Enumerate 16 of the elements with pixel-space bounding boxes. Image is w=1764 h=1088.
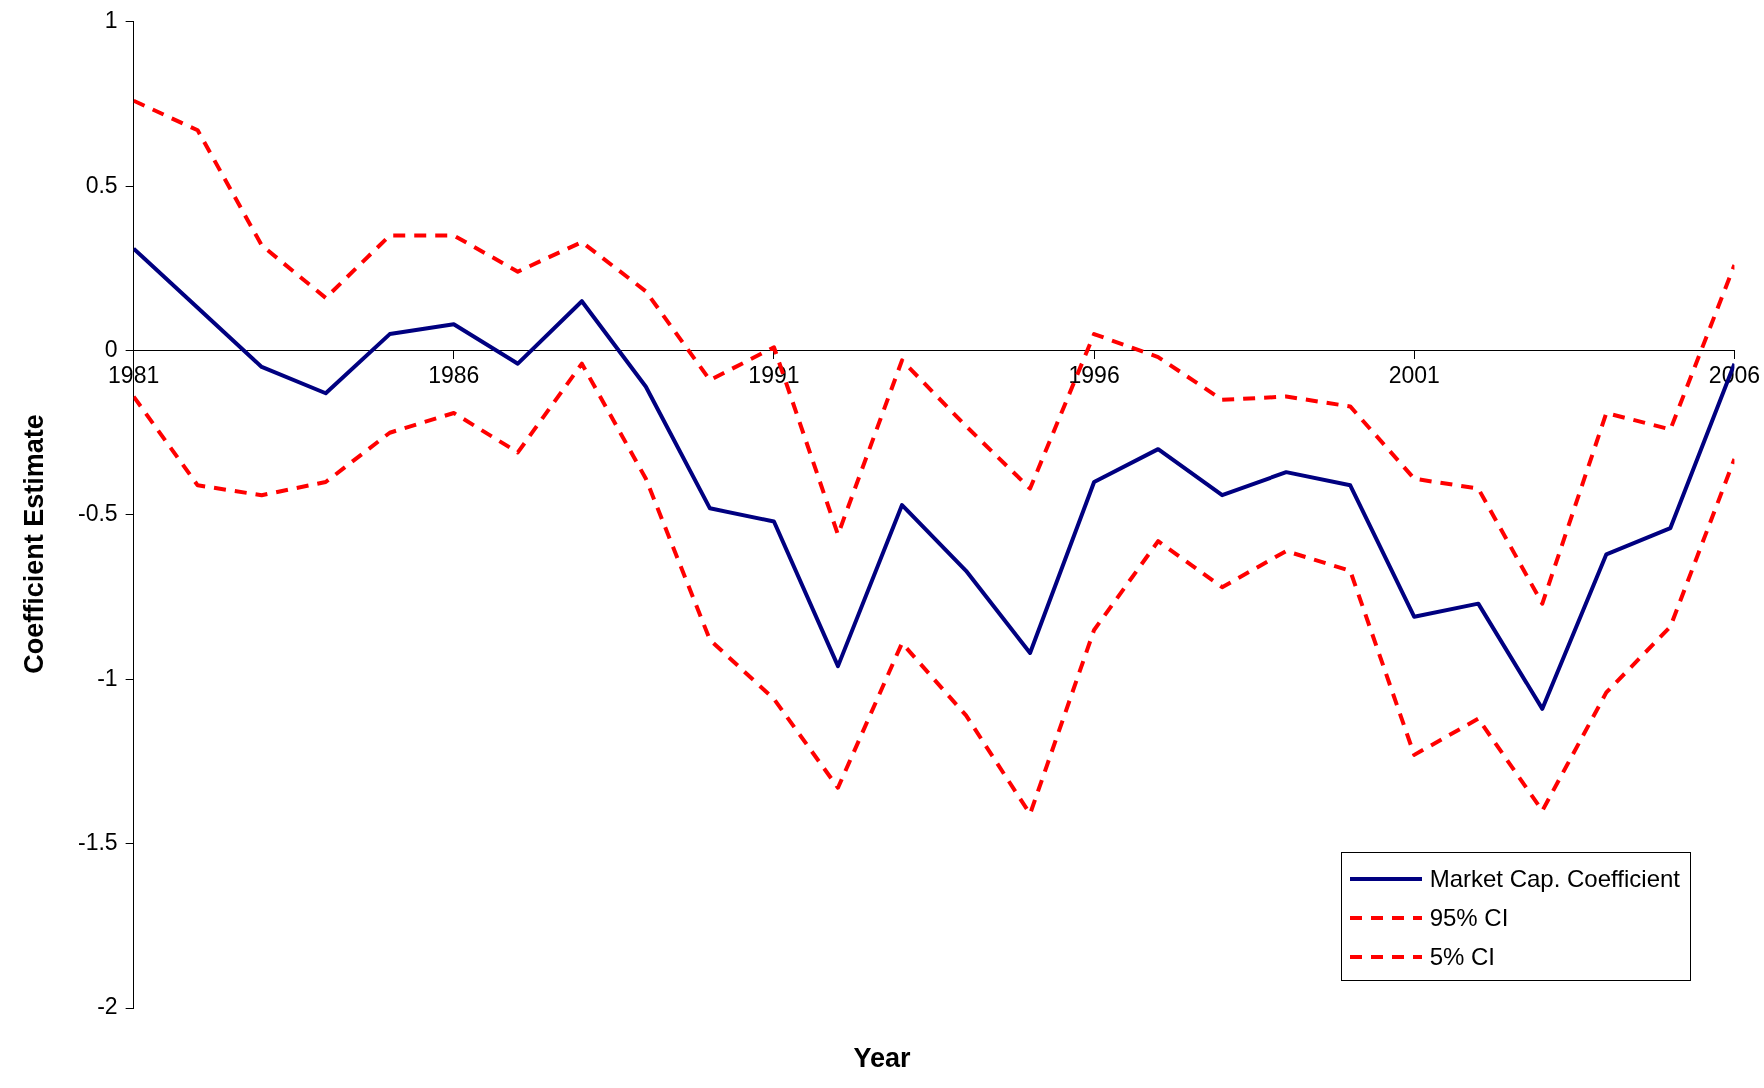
x-axis-title: Year — [852, 1043, 912, 1074]
legend-label: 95% CI — [1429, 903, 1509, 932]
y-tick-label: 0 — [104, 335, 118, 362]
legend-label: 5% CI — [1429, 942, 1496, 971]
y-tick-label: 1 — [104, 7, 118, 34]
x-tick-label: 1986 — [428, 361, 480, 388]
legend-label: Market Cap. Coefficient — [1429, 864, 1680, 893]
y-tick-label: -0.5 — [77, 500, 118, 527]
x-tick-label: 1996 — [1068, 361, 1120, 388]
x-tick-label: 2001 — [1388, 361, 1440, 388]
y-tick-label: 0.5 — [85, 171, 118, 198]
y-tick-label: -1 — [97, 664, 118, 691]
y-tick-label: -1.5 — [77, 828, 118, 855]
x-tick-label: 1991 — [748, 361, 800, 388]
y-tick-label: -2 — [97, 993, 118, 1020]
y-axis-title: Coefficient Estimate — [18, 414, 50, 674]
